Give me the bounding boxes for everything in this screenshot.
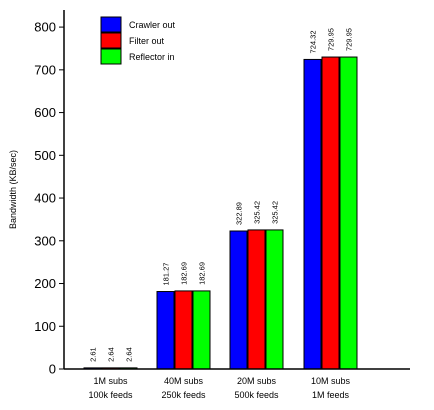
category-label-line2: 100k feeds — [88, 390, 133, 400]
bar-crawler-out — [229, 230, 248, 370]
legend-label: Reflector in — [129, 52, 175, 62]
data-label: 181.27 — [162, 263, 171, 286]
data-label: 729.95 — [327, 28, 336, 51]
bar-reflector-in — [192, 290, 211, 370]
y-axis-ticks: 0 100 200 300 400 500 600 700 800 — [34, 20, 64, 377]
legend-label: Crawler out — [129, 20, 176, 30]
y-tick-label: 0 — [49, 362, 56, 377]
y-tick-label: 500 — [34, 148, 56, 163]
y-tick-label: 600 — [34, 105, 56, 120]
bar-crawler-out — [303, 58, 322, 370]
category-label-line1: 10M subs — [311, 376, 351, 386]
legend-swatch — [100, 32, 122, 49]
bar-filter-out — [174, 290, 193, 370]
bar-filter-out — [321, 56, 340, 370]
y-tick-label: 800 — [34, 20, 56, 35]
category-label-line1: 1M subs — [93, 376, 128, 386]
category-label-line2: 1M feeds — [312, 390, 350, 400]
data-label: 729.95 — [345, 28, 354, 51]
axes — [63, 10, 410, 370]
data-labels: 2.61 2.64 2.64 181.27 182.69 182.69 322.89 325.… — [89, 28, 354, 362]
data-label: 2.61 — [89, 347, 98, 362]
y-axis-title-group: Bandwidth (KB/sec) — [8, 150, 18, 229]
y-tick-label: 300 — [34, 233, 56, 248]
y-axis-title: Bandwidth (KB/sec) — [8, 150, 18, 229]
data-label: 2.64 — [125, 347, 134, 362]
data-label: 325.42 — [271, 201, 280, 224]
category-labels: 1M subs 100k feeds 40M subs 250k feeds 20M s… — [88, 376, 350, 400]
data-label: 322.89 — [235, 202, 244, 225]
category-label-line2: 250k feeds — [161, 390, 206, 400]
bars — [83, 56, 358, 370]
data-label: 182.69 — [198, 262, 207, 285]
bar-reflector-in — [265, 229, 284, 370]
data-label: 325.42 — [253, 201, 262, 224]
category-label-line1: 40M subs — [164, 376, 204, 386]
y-tick-label: 400 — [34, 191, 56, 206]
y-tick-label: 200 — [34, 276, 56, 291]
data-label: 182.69 — [180, 262, 189, 285]
y-tick-label: 100 — [34, 319, 56, 334]
legend-swatch — [100, 16, 122, 33]
data-label: 724.32 — [309, 30, 318, 53]
category-label-line1: 20M subs — [237, 376, 277, 386]
bar-reflector-in — [339, 56, 358, 370]
legend-swatch — [100, 48, 122, 65]
legend: Crawler out Filter out Reflector in — [100, 16, 176, 65]
legend-label: Filter out — [129, 36, 165, 46]
data-label: 2.64 — [107, 347, 116, 362]
y-tick-label: 700 — [34, 62, 56, 77]
category-label-line2: 500k feeds — [234, 390, 279, 400]
bar-filter-out — [247, 229, 266, 370]
bar-crawler-out — [156, 291, 175, 370]
